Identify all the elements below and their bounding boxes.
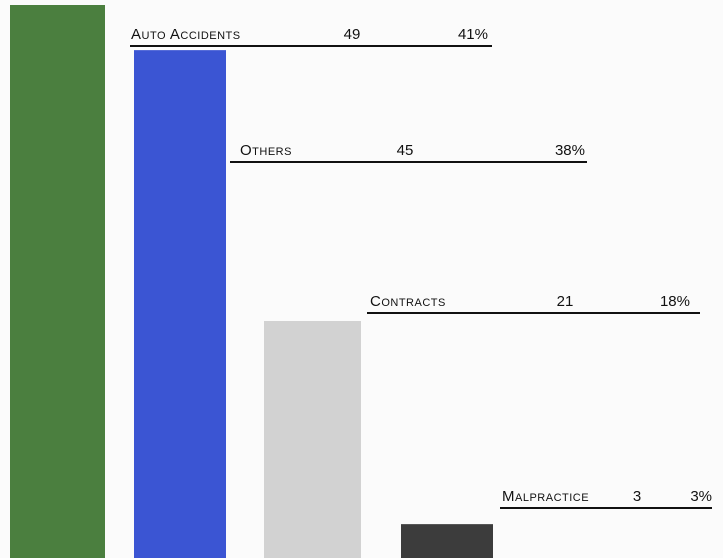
bar	[134, 50, 226, 558]
value-label: 49	[344, 26, 361, 43]
value-label: 45	[397, 142, 414, 159]
share-label: 38%	[555, 142, 585, 159]
share-label: 18%	[660, 293, 690, 310]
category-label: Others	[240, 142, 292, 159]
bar	[264, 321, 361, 558]
share-label: 3%	[690, 488, 712, 505]
category-label: Auto Accidents	[131, 26, 241, 43]
category-label: Contracts	[370, 293, 446, 310]
value-label: 3	[633, 488, 641, 505]
category-label: Malpractice	[502, 488, 589, 505]
bar	[10, 5, 105, 558]
value-label: 21	[557, 293, 574, 310]
share-label: 41%	[458, 26, 488, 43]
bar	[401, 524, 493, 558]
